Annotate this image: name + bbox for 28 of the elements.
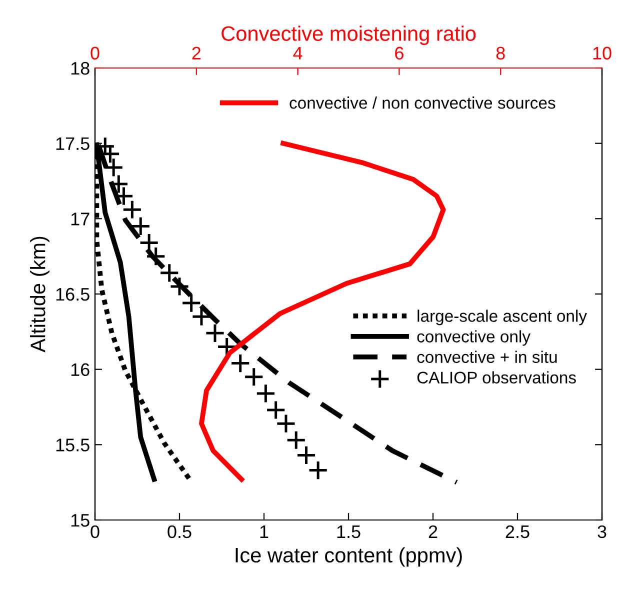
x-axis-title: Ice water content (ppmv) [236,547,462,567]
x-tick-label: 1 [260,526,268,538]
x2-tick-label: 6 [395,46,404,60]
legend-label: convective only [417,330,530,346]
legend-label: CALIOP observations [417,371,576,384]
x-tick-label: 0.5 [168,525,192,538]
x2-tick-label: 10 [593,46,612,60]
x2-tick-label: 8 [496,46,505,60]
legend-label: convective / non convective sources [290,96,556,109]
y-tick-label: 15 [71,514,90,527]
legend-label: convective + in situ [417,350,557,363]
y-tick-label: 17 [71,212,90,226]
x2-tick-label: 2 [192,46,201,60]
x2-tick-label: 4 [293,46,302,60]
x2-axis-title: Convective moistening ratio [222,26,476,46]
x-tick-label: 3 [598,525,606,538]
y-axis-title: Altitude (km) [30,236,50,352]
y-tick-label: 16.5 [56,288,90,301]
y-tick-label: 15.5 [56,438,90,452]
x-tick-label: 1.5 [337,526,360,538]
legend-label: large-scale ascent only [418,310,587,326]
y-tick-label: 18 [71,62,90,75]
x2-tick-label: 0 [90,46,100,60]
x-tick-label: 2.5 [506,525,530,538]
x-tick-label: 2 [428,525,438,538]
y-tick-label: 16 [71,363,90,376]
x-tick-label: 0 [90,525,100,538]
y-tick-label: 17.5 [56,137,90,150]
